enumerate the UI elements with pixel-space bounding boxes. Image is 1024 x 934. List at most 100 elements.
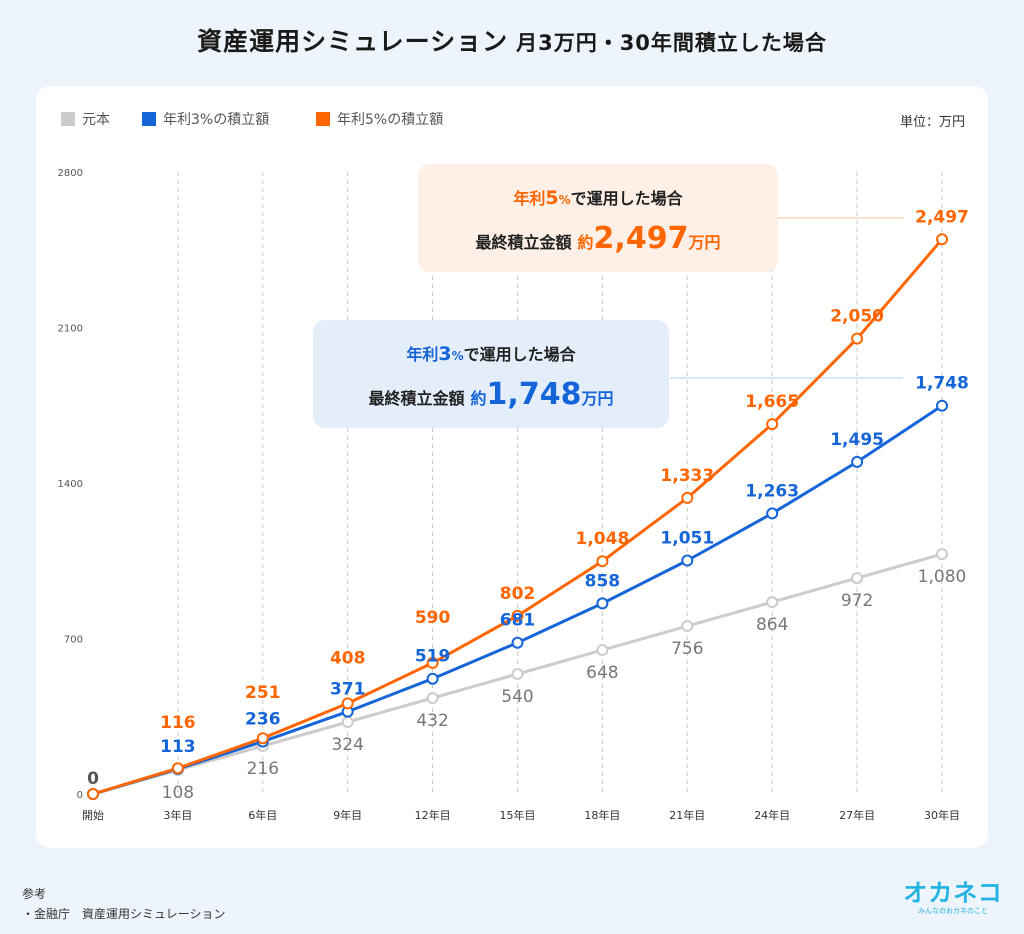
callout-five: 年利5%で運用した場合 最終積立金額 約2,497万円 xyxy=(418,164,778,272)
x-tick-label: 30年目 xyxy=(924,808,960,822)
data-label-3pct: 113 xyxy=(160,737,196,757)
callout-five-prefix: 年利 xyxy=(513,189,545,208)
callout-three-label: 最終積立金額 xyxy=(369,389,465,408)
data-label-5pct: 2,497 xyxy=(915,207,969,227)
data-point-2-7 xyxy=(681,491,694,504)
title-main: 資産運用シミュレーション xyxy=(197,27,509,56)
data-label-principal: 972 xyxy=(841,591,873,611)
data-label-principal: 756 xyxy=(671,639,703,659)
legend-swatch-5pct xyxy=(316,112,330,126)
x-tick-label: 15年目 xyxy=(500,808,536,822)
legend-swatch-3pct xyxy=(142,112,156,126)
data-point-0-8 xyxy=(766,596,779,609)
x-tick-label: 9年目 xyxy=(333,808,362,822)
data-point-0-9 xyxy=(851,572,864,585)
data-label-3pct: 1,748 xyxy=(915,374,969,394)
data-point-2-10 xyxy=(936,233,948,246)
data-point-1-6 xyxy=(596,597,609,610)
x-tick-label: 3年目 xyxy=(163,808,192,822)
data-label-5pct: 2,050 xyxy=(830,307,884,327)
data-label-3pct: 1,495 xyxy=(830,430,884,450)
callout-five-suffix: で運用した場合 xyxy=(571,189,684,208)
unit-label: 単位：万円 xyxy=(900,114,965,130)
logo-wordmark: オカネコ xyxy=(903,879,1003,907)
callout-three-amount: 1,748 xyxy=(487,377,582,412)
legend-label-3pct: 年利3%の積立額 xyxy=(163,112,269,128)
data-label-principal: 540 xyxy=(501,687,533,707)
data-label-5pct: 116 xyxy=(160,713,196,733)
data-label-principal: 108 xyxy=(162,783,194,803)
data-point-2-4 xyxy=(426,656,439,669)
data-point-1-7 xyxy=(681,554,694,567)
data-label-principal: 432 xyxy=(416,711,448,731)
callout-five-pct: % xyxy=(559,193,571,207)
data-label-5pct: 1,333 xyxy=(660,466,714,486)
callout-five-rate: 5 xyxy=(545,187,558,209)
data-point-0-6 xyxy=(596,644,609,657)
data-label-5pct: 408 xyxy=(330,648,366,668)
data-point-1-10 xyxy=(936,399,948,412)
data-label-principal: 648 xyxy=(586,663,618,683)
data-label-3pct: 519 xyxy=(415,647,451,667)
data-point-2-8 xyxy=(766,418,779,431)
data-point-2-0 xyxy=(87,788,99,800)
x-tick-label: 27年目 xyxy=(839,808,875,822)
data-label-principal: 216 xyxy=(247,759,279,779)
callout-five-unit: 万円 xyxy=(687,233,720,252)
legend-label-5pct: 年利5%の積立額 xyxy=(337,112,443,128)
data-point-2-2 xyxy=(256,732,269,745)
callout-five-label: 最終積立金額 xyxy=(476,233,572,252)
y-tick-label: 1400 xyxy=(58,479,83,490)
callout-five-box xyxy=(418,164,778,272)
data-label-5pct: 1,048 xyxy=(576,529,630,549)
callout-three-box xyxy=(313,320,669,428)
data-label-5pct: 802 xyxy=(500,584,536,604)
reference-title: 参考 xyxy=(22,887,47,901)
data-point-2-1 xyxy=(171,762,184,775)
y-tick-label: 2100 xyxy=(58,324,83,335)
svg-text:年利5%で運用した場合: 年利5%で運用した場合 xyxy=(513,187,683,209)
data-label-5pct: 0 xyxy=(87,769,99,789)
data-point-0-7 xyxy=(681,620,694,633)
data-label-5pct: 251 xyxy=(245,683,281,703)
x-tick-label: 開始 xyxy=(82,808,104,822)
data-label-3pct: 371 xyxy=(330,680,366,700)
data-label-5pct: 590 xyxy=(415,608,451,628)
data-label-3pct: 1,051 xyxy=(660,529,714,549)
callout-three-approx: 約 xyxy=(471,389,487,408)
title-sub: 月3万円・30年間積立した場合 xyxy=(516,31,827,55)
y-tick-label: 700 xyxy=(64,635,83,646)
data-point-2-9 xyxy=(851,332,864,345)
okaneko-logo[interactable]: オカネコ みんなのおカネのこと xyxy=(898,880,1008,916)
data-label-3pct: 858 xyxy=(585,571,621,591)
data-label-3pct: 1,263 xyxy=(745,481,799,501)
callout-three-unit: 万円 xyxy=(580,389,613,408)
legend-label-principal: 元本 xyxy=(82,112,110,128)
y-tick-label: 2800 xyxy=(58,168,83,179)
x-tick-label: 21年目 xyxy=(669,808,705,822)
data-point-1-9 xyxy=(851,455,864,468)
callout-five-approx: 約 xyxy=(578,233,594,252)
data-point-0-3 xyxy=(341,716,354,729)
data-point-2-6 xyxy=(596,555,609,568)
data-label-principal: 324 xyxy=(331,735,363,755)
svg-text:年利3%で運用した場合: 年利3%で運用した場合 xyxy=(406,343,576,365)
data-label-principal: 1,080 xyxy=(918,567,967,587)
y-tick-label: 0 xyxy=(77,790,83,801)
reference-item: ・金融庁 資産運用シミュレーション xyxy=(22,907,226,921)
callout-three-rate: 3 xyxy=(438,343,451,365)
x-tick-label: 18年目 xyxy=(584,808,620,822)
callout-three-prefix: 年利 xyxy=(406,345,438,364)
legend-swatch-principal xyxy=(61,112,75,126)
data-point-1-4 xyxy=(426,672,439,685)
data-label-3pct: 236 xyxy=(245,710,281,730)
reference-note: 参考 ・金融庁 資産運用シミュレーション xyxy=(22,884,226,924)
x-tick-label: 24年目 xyxy=(754,808,790,822)
data-point-0-5 xyxy=(511,668,524,681)
page-title: 資産運用シミュレーション 月3万円・30年間積立した場合 xyxy=(0,22,1024,58)
legend: 元本 年利3%の積立額 年利5%の積立額 xyxy=(61,112,443,128)
data-point-2-3 xyxy=(341,697,354,710)
